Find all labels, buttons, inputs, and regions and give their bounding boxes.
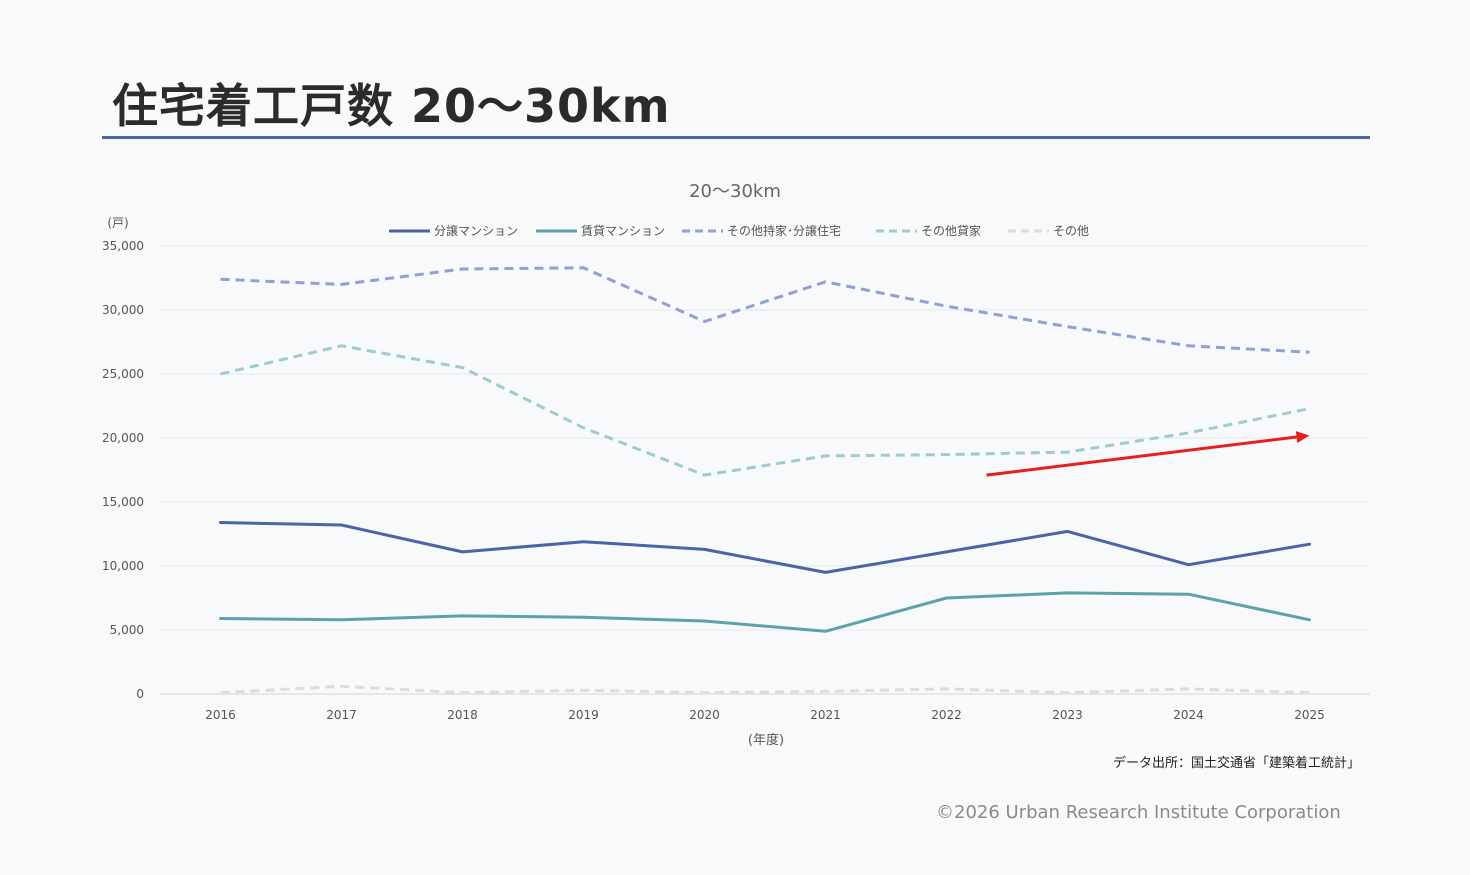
- x-tick-label: 2016: [205, 708, 236, 722]
- series-line: [219, 521, 1311, 574]
- legend-label: その他: [1053, 224, 1089, 238]
- x-tick-label: 2024: [1173, 708, 1204, 722]
- series-line: [219, 591, 1311, 633]
- y-tick-label: 30,000: [102, 303, 144, 317]
- legend-label: その他持家･分譲住宅: [727, 223, 841, 238]
- legend-item: その他: [1008, 224, 1089, 238]
- chart-title: 20～30km: [689, 181, 781, 202]
- legend: 分譲マンション 賃貸マンション その他持家･分譲住宅 その他貸家 その他: [389, 223, 1089, 238]
- legend-item: 賃貸マンション: [536, 223, 665, 238]
- y-tick-label: 35,000: [102, 239, 144, 253]
- legend-item: その他持家･分譲住宅: [682, 223, 841, 238]
- series-line: [220, 684, 1310, 695]
- y-axis-label: (戸): [107, 216, 128, 230]
- x-tick-label: 2019: [568, 708, 599, 722]
- x-tick-labels: 2016 2017 2018 2019 2020 2021 2022 2023 2024 2025: [205, 708, 1325, 722]
- y-tick-label: 15,000: [102, 495, 144, 509]
- copyright-text: ©2026 Urban Research Institute Corporati…: [936, 802, 1341, 823]
- y-tick-label: 5,000: [110, 623, 144, 637]
- y-tick-label: 20,000: [102, 431, 144, 445]
- x-tick-label: 2018: [447, 708, 478, 722]
- legend-item: 分譲マンション: [389, 223, 518, 238]
- legend-item: その他貸家: [876, 223, 981, 238]
- series-lines: [219, 266, 1311, 695]
- y-tick-label: 25,000: [102, 367, 144, 381]
- x-tick-label: 2023: [1052, 708, 1083, 722]
- grid-lines: [160, 245, 1370, 695]
- legend-label: 賃貸マンション: [581, 223, 665, 238]
- y-tick-label: 0: [136, 687, 144, 701]
- x-axis-label: (年度): [748, 732, 784, 748]
- title-underline: [102, 136, 1370, 139]
- y-tick-label: 10,000: [102, 559, 144, 573]
- x-tick-label: 2025: [1294, 708, 1325, 722]
- series-line: [220, 344, 1310, 477]
- trend-arrow-shaft: [986, 435, 1297, 477]
- data-source-note: データ出所：国土交通省「建築着工統計」: [1112, 756, 1360, 771]
- x-tick-label: 2017: [326, 708, 357, 722]
- series-line: [220, 266, 1310, 354]
- legend-label: その他貸家: [921, 223, 981, 238]
- trend-arrow-head: [1295, 431, 1310, 443]
- page-title: 住宅着工戸数 20～30km: [112, 79, 671, 133]
- x-tick-label: 2022: [931, 708, 962, 722]
- chart-annotations: [986, 431, 1310, 477]
- x-tick-label: 2020: [689, 708, 720, 722]
- x-tick-label: 2021: [810, 708, 841, 722]
- legend-label: 分譲マンション: [434, 223, 518, 238]
- y-tick-labels: 0 5,000 10,000 15,000 20,000 25,000 30,000 35,0…: [102, 239, 144, 701]
